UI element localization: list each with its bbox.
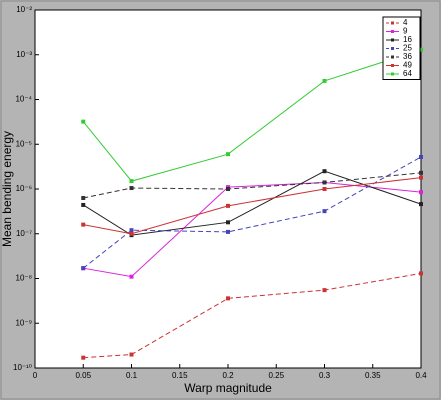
point bbox=[81, 355, 86, 360]
point bbox=[81, 195, 86, 200]
point bbox=[226, 203, 230, 208]
point bbox=[129, 186, 134, 191]
point bbox=[226, 220, 230, 225]
legend-label: 9 bbox=[403, 27, 408, 36]
point bbox=[322, 180, 327, 185]
point bbox=[129, 179, 134, 184]
x-tick-label: 0.1 bbox=[126, 371, 138, 380]
legend-marker bbox=[391, 72, 394, 76]
x-tick-label: 0.35 bbox=[365, 371, 381, 380]
legend-marker bbox=[391, 21, 394, 25]
point bbox=[419, 170, 423, 175]
x-axis-label: Warp magnitude bbox=[184, 381, 272, 395]
y-tick-label: 10⁻⁴ bbox=[15, 95, 32, 104]
y-axis-label: Mean bending energy bbox=[0, 131, 14, 247]
y-tick-label: 10⁻⁹ bbox=[15, 318, 32, 327]
y-tick-label: 10⁻⁶ bbox=[16, 184, 32, 193]
point bbox=[129, 231, 134, 236]
point bbox=[81, 119, 86, 124]
point bbox=[226, 187, 230, 191]
y-tick-label: 10⁻³ bbox=[16, 50, 32, 59]
x-tick-label: 0.4 bbox=[415, 371, 427, 380]
point bbox=[81, 202, 86, 207]
point bbox=[226, 229, 230, 234]
point bbox=[419, 202, 423, 207]
legend-marker bbox=[391, 55, 394, 59]
x-tick-label: 0.3 bbox=[319, 371, 331, 380]
point bbox=[322, 187, 327, 191]
x-tick-label: 0.05 bbox=[75, 371, 91, 380]
point bbox=[419, 175, 423, 180]
point bbox=[419, 47, 423, 52]
x-tick-label: 0 bbox=[33, 371, 38, 380]
point bbox=[129, 274, 134, 279]
legend-label: 64 bbox=[403, 69, 412, 78]
legend-label: 16 bbox=[403, 35, 412, 44]
point bbox=[419, 154, 423, 159]
legend-label: 49 bbox=[403, 61, 412, 70]
legend-marker bbox=[391, 64, 394, 67]
point bbox=[129, 352, 134, 357]
point bbox=[129, 228, 134, 233]
x-tick-label: 0.15 bbox=[172, 371, 188, 380]
x-tick-label: 0.25 bbox=[268, 371, 284, 380]
point bbox=[226, 152, 230, 157]
point bbox=[419, 190, 423, 195]
legend-label: 25 bbox=[403, 44, 412, 53]
y-tick-label: 10⁻⁸ bbox=[16, 274, 33, 283]
point bbox=[226, 296, 230, 301]
point bbox=[322, 209, 327, 214]
y-tick-label: 10⁻¹⁰ bbox=[13, 363, 32, 372]
legend-label: 4 bbox=[403, 18, 408, 27]
point bbox=[322, 78, 327, 83]
point bbox=[322, 169, 327, 174]
legend-marker bbox=[391, 47, 394, 50]
y-tick-label: 10⁻⁷ bbox=[16, 229, 32, 238]
series-line bbox=[82, 156, 422, 269]
point bbox=[81, 266, 86, 271]
legend-box bbox=[382, 16, 421, 80]
x-tick-label: 0.2 bbox=[222, 371, 234, 380]
legend-marker bbox=[391, 30, 394, 33]
point bbox=[419, 271, 423, 276]
point bbox=[322, 288, 327, 293]
legend-marker bbox=[391, 38, 394, 42]
y-tick-label: 10⁻⁵ bbox=[16, 139, 32, 148]
point bbox=[81, 222, 86, 227]
legend-label: 36 bbox=[403, 52, 412, 61]
y-tick-label: 10⁻² bbox=[16, 5, 32, 14]
